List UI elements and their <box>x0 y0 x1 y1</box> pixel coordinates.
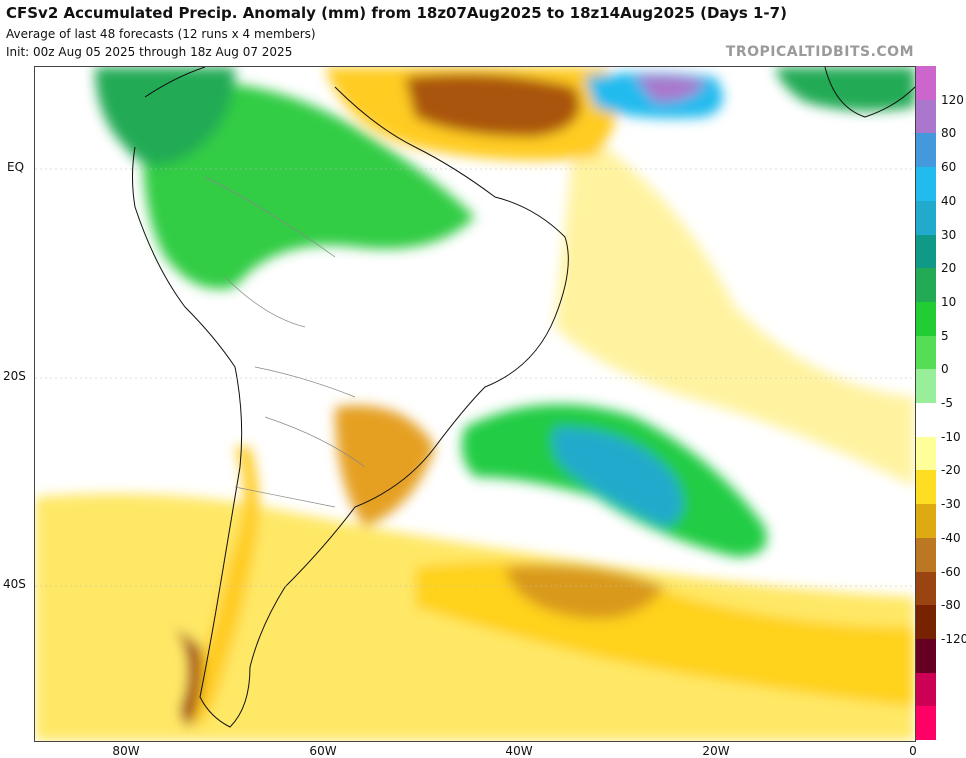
precip-anomaly-map <box>34 66 916 742</box>
lon-label-80w: 80W <box>112 744 140 758</box>
map-subtitle-forecasts: Average of last 48 forecasts (12 runs x … <box>6 27 316 41</box>
colorbar-segment <box>916 537 936 572</box>
colorbar-segment <box>916 335 936 370</box>
country-borders <box>204 176 366 508</box>
dry-patagonia <box>175 627 202 727</box>
map-subtitle-init: Init: 00z Aug 05 2025 through 18z Aug 07… <box>6 45 293 59</box>
coastlines <box>132 67 915 728</box>
colorbar-segment <box>916 672 936 707</box>
south-america-outline <box>132 67 569 728</box>
colorbar-segment <box>916 167 936 202</box>
colorbar-segment <box>916 470 936 505</box>
anomaly-shading <box>35 67 915 741</box>
colorbar-segment <box>916 268 936 303</box>
colorbar-segment <box>916 66 936 101</box>
colorbar-label: 60 <box>941 160 957 175</box>
map-canvas <box>35 67 915 741</box>
colorbar-label: -60 <box>941 564 961 579</box>
map-title: CFSv2 Accumulated Precip. Anomaly (mm) f… <box>6 4 787 22</box>
wet-africa <box>775 67 915 111</box>
colorbar-label: 30 <box>941 227 957 242</box>
lat-label-40s: 40S <box>3 577 26 591</box>
colorbar-segment <box>916 638 936 674</box>
colorbar-segment <box>916 301 936 337</box>
colorbar-label: -80 <box>941 598 961 613</box>
colorbar-segment <box>916 234 936 269</box>
lon-label-20w: 20W <box>702 744 730 758</box>
colorbar-label: -20 <box>941 463 961 478</box>
colorbar-label: -40 <box>941 530 961 545</box>
dry-core-south <box>505 564 665 619</box>
lon-label-60w: 60W <box>309 744 337 758</box>
colorbar-label: -120 <box>941 631 966 646</box>
african-coast <box>824 67 915 118</box>
colorbar-label: -5 <box>941 396 953 410</box>
colorbar-label: -30 <box>941 497 961 512</box>
colorbar-label: 0 <box>941 362 949 377</box>
graticule <box>35 168 915 587</box>
colorbar-segment <box>916 436 936 471</box>
colorbar-segment <box>916 200 936 235</box>
brand-watermark: TROPICALTIDBITS.COM <box>725 44 914 60</box>
lon-label-40w: 40W <box>505 744 533 758</box>
colorbar-label: -10 <box>941 429 961 444</box>
wet-amazon <box>142 82 475 289</box>
colorbar-label: 120 <box>941 92 964 107</box>
colorbar-segment <box>916 403 936 438</box>
colorbar <box>916 66 936 741</box>
colorbar-label: 20 <box>941 261 957 276</box>
colorbar-label: 80 <box>941 126 957 141</box>
lat-label-eq: EQ <box>7 160 25 174</box>
colorbar-label: 40 <box>941 193 957 208</box>
colorbar-label: 5 <box>941 328 949 343</box>
colorbar-segment <box>916 504 936 539</box>
colorbar-segment <box>916 571 936 606</box>
colorbar-segment <box>916 706 936 741</box>
wet-atlantic-core <box>552 427 683 527</box>
colorbar-segment <box>916 369 936 404</box>
colorbar-segment <box>916 99 936 134</box>
wet-ne-core <box>635 75 705 102</box>
colorbar-segment <box>916 133 936 168</box>
dry-south-brazil <box>335 405 435 527</box>
dry-band-east <box>555 127 915 487</box>
lon-label-0: 0 <box>909 744 917 758</box>
colorbar-label: 10 <box>941 294 957 309</box>
dry-north-core <box>405 73 580 137</box>
colorbar-segment <box>916 605 936 640</box>
wet-colombia <box>95 67 235 165</box>
lat-label-20s: 20S <box>3 369 26 383</box>
